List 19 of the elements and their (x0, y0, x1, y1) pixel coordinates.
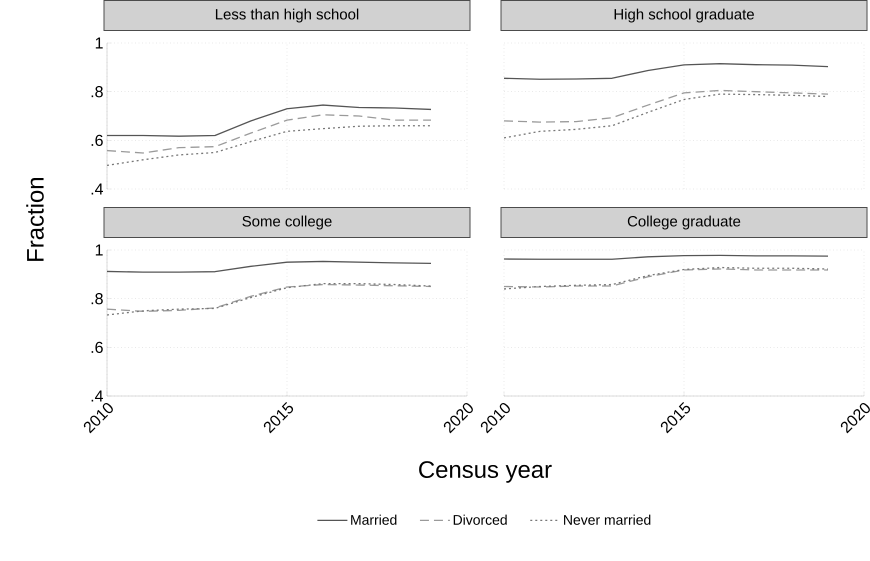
y-tick-label: 1 (96, 244, 103, 256)
legend-label: Divorced (454, 514, 507, 525)
chart-title: High school graduate (614, 8, 754, 22)
y-tick-label: .8 (92, 86, 103, 98)
y-tick-label: .4 (92, 184, 104, 194)
line-series (107, 125, 432, 166)
chart-title: College graduate (628, 216, 740, 230)
chart-title: Some college (242, 216, 332, 230)
y-tick-label: .6 (92, 342, 103, 353)
y-tick-label: 1 (96, 38, 103, 48)
chart-title: Less than high school (216, 8, 358, 22)
y-tick-label: .6 (92, 134, 103, 146)
x-axis-title: Census year (419, 461, 552, 483)
y-tick-label: .8 (92, 293, 103, 304)
y-axis-title: Fraction (26, 178, 44, 261)
y-tick-label: .4 (92, 390, 104, 402)
legend-label: Never married (564, 514, 650, 525)
line-series (107, 104, 432, 137)
legend-label: Married (351, 514, 396, 525)
